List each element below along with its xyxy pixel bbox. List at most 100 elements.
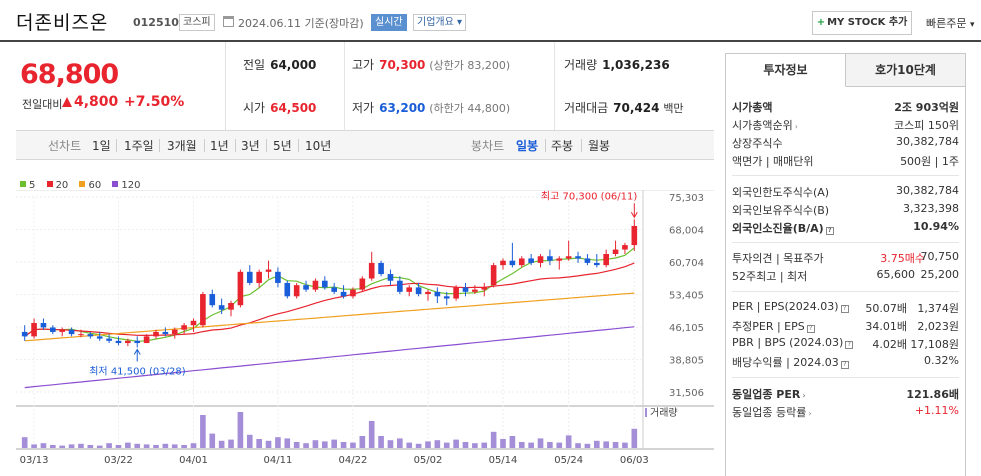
price-change-percent: +7.50% xyxy=(124,94,185,110)
volume-bar xyxy=(237,412,244,448)
candle-body xyxy=(547,256,553,261)
period-3y[interactable]: 3년 xyxy=(241,139,260,153)
period-5y[interactable]: 5년 xyxy=(273,139,292,153)
candle-body xyxy=(500,260,506,266)
quote-low-value: 63,200 xyxy=(379,101,426,115)
sector-per-label: 동일업종 PER xyxy=(732,388,801,401)
help-icon[interactable]: ? xyxy=(840,361,849,369)
ma120-line xyxy=(24,326,635,389)
chevron-down-icon: ▾ xyxy=(969,20,975,30)
candle-body xyxy=(78,334,84,336)
realtime-button[interactable]: 실시간 xyxy=(371,14,407,31)
quick-order-link[interactable]: 빠른주문 ▾ xyxy=(926,15,975,31)
row-foreign-ratio: 외국인소진율(B/A)? 10.94% xyxy=(732,218,959,236)
help-icon[interactable]: ? xyxy=(840,305,849,313)
candle-body xyxy=(331,287,338,292)
candle-body xyxy=(622,245,628,250)
candle-body xyxy=(115,340,122,344)
candle-body xyxy=(631,225,638,246)
candle-monthly[interactable]: 월봉 xyxy=(588,139,611,153)
y-tick-label: 31,506 xyxy=(669,388,704,399)
quote-volume-label: 거래량 xyxy=(564,58,598,72)
legend-ma20: 20 xyxy=(46,180,68,191)
volume-bar xyxy=(490,431,497,448)
volume-bar xyxy=(228,439,234,448)
info-tabs: 투자정보 호가10단계 xyxy=(725,53,966,87)
candle-weekly[interactable]: 주봉 xyxy=(551,139,574,153)
candlesticks xyxy=(21,219,638,348)
candle-daily[interactable]: 일봉 xyxy=(516,139,539,153)
volume-bar xyxy=(462,442,469,448)
upper-limit: (상한가 83,200) xyxy=(429,59,511,72)
max-arrow-head xyxy=(630,212,638,219)
tab-investment-info[interactable]: 투자정보 xyxy=(726,54,846,87)
volume-bar xyxy=(406,442,413,448)
row-per: PER | EPS(2024.03)? 50.07배 1,374원 xyxy=(732,298,959,316)
cap-rank-value: 코스피 150위 xyxy=(894,119,959,132)
stock-name: 더존비즈온 xyxy=(16,12,109,34)
volume-bar xyxy=(593,440,600,448)
quote-volume: 거래량 1,036,236 xyxy=(564,56,670,73)
dividend-label: 배당수익률 | 2024.03 xyxy=(732,356,839,369)
period-1w[interactable]: 1주일 xyxy=(124,139,154,153)
candle-body xyxy=(106,338,112,341)
volume-bar xyxy=(153,445,159,448)
divider xyxy=(235,139,236,152)
market-cap-value: 2조 903억원 xyxy=(894,101,959,114)
volume-bar xyxy=(434,440,441,448)
row-cap-rank[interactable]: 시가총액순위 › 코스피 150위 xyxy=(732,115,959,133)
y-tick-label: 68,004 xyxy=(669,225,704,236)
52week-high: 65,600 xyxy=(876,268,916,281)
row-sector-per[interactable]: 동일업종 PER › 121.86배 xyxy=(732,384,959,402)
tab-orderbook-10[interactable]: 호가10단계 xyxy=(846,54,965,87)
candle-body xyxy=(228,302,234,310)
candle-body xyxy=(162,331,169,335)
candle-body xyxy=(584,258,591,263)
volume-bar xyxy=(171,444,178,448)
volume-bar xyxy=(115,445,122,448)
info-table: 시가총액 2조 903억원 시가총액순위 › 코스피 150위 상장주식수 30,382… xyxy=(725,87,966,476)
help-icon[interactable]: ? xyxy=(806,325,815,333)
volume-bar xyxy=(162,443,169,448)
price-change: 4,800 xyxy=(74,94,119,110)
period-1y[interactable]: 1년 xyxy=(210,139,229,153)
help-icon[interactable]: ? xyxy=(845,341,854,349)
candle-body xyxy=(490,265,497,286)
volume-bar xyxy=(246,434,253,448)
foreign-ratio-label: 외국인소진율(B/A) xyxy=(732,222,824,235)
legend-ma60: 60 xyxy=(79,180,101,191)
ma20-line xyxy=(24,262,635,337)
company-overview-dropdown[interactable]: 기업개요 ▾ xyxy=(413,14,467,31)
volume-bar xyxy=(125,442,131,448)
period-10y[interactable]: 10년 xyxy=(305,139,332,153)
chart-labels: 75,303 68,004 60,704 53,405 46,105 38,805 31,5… xyxy=(20,190,704,466)
candle-body xyxy=(462,287,469,292)
volume-bar xyxy=(218,440,225,448)
candle-body xyxy=(575,256,581,259)
candle-body xyxy=(481,287,488,290)
candle-body xyxy=(472,289,478,292)
min-price-label: 최저 41,500 (03/28) xyxy=(89,366,185,378)
divider xyxy=(732,291,959,292)
ma60-line xyxy=(24,292,635,342)
help-icon[interactable]: ? xyxy=(825,227,834,235)
candle-body xyxy=(397,280,403,292)
candle-body xyxy=(96,336,103,339)
volume-bar xyxy=(415,443,422,448)
volume-bar xyxy=(397,438,403,448)
volume-bar xyxy=(528,442,534,448)
row-sector-rate[interactable]: 동일업종 등락률 › +1.11% xyxy=(732,402,959,420)
price-chart: 75,303 68,004 60,704 53,405 46,105 38,805 31,5… xyxy=(16,190,714,466)
volume-label-text: 거래량 xyxy=(650,407,678,419)
quote-amount-label: 거래대금 xyxy=(564,101,609,115)
candle-body xyxy=(200,294,206,326)
company-overview-label: 기업개요 xyxy=(417,17,454,28)
volume-bar xyxy=(368,421,375,448)
period-3m[interactable]: 3개월 xyxy=(167,139,197,153)
period-1d[interactable]: 1일 xyxy=(92,139,111,153)
volume-bar xyxy=(200,415,206,448)
mystock-add-button[interactable]: + MY STOCK 추가 xyxy=(812,11,912,35)
divider xyxy=(545,139,546,152)
chevron-right-icon: › xyxy=(794,122,798,131)
row-par: 액면가 | 매매단위 500원 | 1주 xyxy=(732,151,959,169)
